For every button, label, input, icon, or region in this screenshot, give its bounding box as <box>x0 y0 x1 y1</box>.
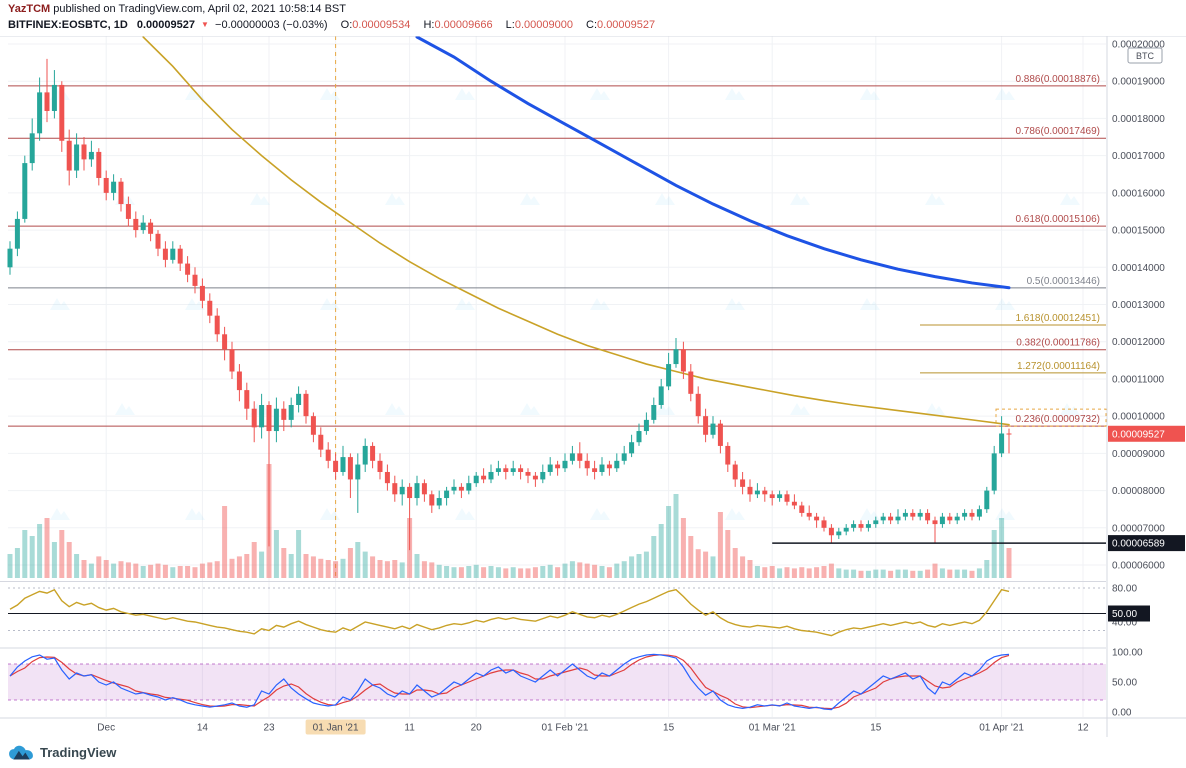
brand-name: TradingView <box>40 745 117 760</box>
publisher-name[interactable]: YazTCM <box>8 3 51 15</box>
published-suffix: published on TradingView.com, April 02, … <box>50 3 346 15</box>
pane-separators <box>0 35 1186 737</box>
svg-text:0.00010000: 0.00010000 <box>1112 412 1165 423</box>
publish-info-line: YazTCM published on TradingView.com, Apr… <box>8 3 346 15</box>
svg-text:0.618(0.00015106): 0.618(0.00015106) <box>1015 214 1100 225</box>
time-axis[interactable]: Dec 14 23 01 Jan '21 11 20 01 Feb '21 15 01 Mar … <box>97 719 1089 735</box>
svg-text:0.00009527: 0.00009527 <box>1112 429 1165 440</box>
gridlines <box>8 36 1106 717</box>
svg-text:0.00013000: 0.00013000 <box>1112 300 1165 311</box>
symbol-line: BITFINEX:EOSBTC, 1D 0.00009527 ▼ −0.0000… <box>8 19 655 31</box>
svg-text:0.5(0.00013446): 0.5(0.00013446) <box>1027 276 1100 287</box>
svg-text:14: 14 <box>197 723 209 734</box>
svg-text:01 Mar '21: 01 Mar '21 <box>749 723 796 734</box>
svg-text:15: 15 <box>663 723 675 734</box>
price-axis[interactable]: 0.00020000 0.00019000 0.00018000 0.00017000… <box>1108 40 1185 719</box>
tradingview-logo[interactable]: TradingView <box>8 744 116 762</box>
svg-text:0.00020000: 0.00020000 <box>1112 40 1165 51</box>
last-price: 0.00009527 <box>136 19 195 31</box>
ma-yellow-line <box>142 36 1010 426</box>
svg-text:50.00: 50.00 <box>1112 678 1137 689</box>
svg-text:40.00: 40.00 <box>1112 618 1137 629</box>
svg-text:0.00007000: 0.00007000 <box>1112 523 1165 534</box>
ohlc-close: C:0.00009527 <box>586 19 655 31</box>
close-value: 0.00009527 <box>597 19 656 31</box>
svg-text:0.00019000: 0.00019000 <box>1112 77 1165 88</box>
footer: TradingView <box>0 737 1186 768</box>
open-value: 0.00009534 <box>352 19 411 31</box>
svg-text:20: 20 <box>471 723 483 734</box>
svg-text:01 Apr '21: 01 Apr '21 <box>979 723 1024 734</box>
low-value: 0.00009000 <box>514 19 573 31</box>
price-change: −0.00000003 (−0.03%) <box>215 19 328 31</box>
svg-text:0.00014000: 0.00014000 <box>1112 263 1165 274</box>
svg-text:0.00006589: 0.00006589 <box>1112 539 1165 550</box>
fib-retracement[interactable]: 0.886(0.00018876) 0.786(0.00017469) 0.618(… <box>8 74 1107 427</box>
svg-text:01 Jan '21: 01 Jan '21 <box>313 723 359 734</box>
close-label: C: <box>586 19 598 31</box>
high-value: 0.00009666 <box>434 19 493 31</box>
tradingview-cloud-icon <box>9 745 33 759</box>
svg-text:0.00016000: 0.00016000 <box>1112 188 1165 199</box>
ohlc-open: O:0.00009534 <box>341 19 411 31</box>
svg-text:BTC: BTC <box>1136 51 1155 61</box>
svg-text:0.00012000: 0.00012000 <box>1112 337 1165 348</box>
svg-text:80.00: 80.00 <box>1112 584 1137 595</box>
high-label: H: <box>423 19 435 31</box>
svg-text:0.00018000: 0.00018000 <box>1112 114 1165 125</box>
svg-text:0.00011000: 0.00011000 <box>1112 374 1165 385</box>
rsi-pane <box>8 587 1106 637</box>
low-label: L: <box>505 19 515 31</box>
price-down-arrow-icon: ▼ <box>201 20 209 29</box>
symbol-title[interactable]: BITFINEX:EOSBTC, 1D <box>8 19 128 31</box>
svg-text:23: 23 <box>263 723 275 734</box>
svg-text:0.00015000: 0.00015000 <box>1112 226 1165 237</box>
stoch-pane <box>8 653 1106 711</box>
svg-text:0.382(0.00011786): 0.382(0.00011786) <box>1016 338 1100 349</box>
svg-text:50.00: 50.00 <box>1112 609 1137 620</box>
svg-text:1.618(0.00012451): 1.618(0.00012451) <box>1015 313 1100 324</box>
ma-blue-line <box>415 35 1011 290</box>
svg-text:12: 12 <box>1077 723 1089 734</box>
svg-text:0.786(0.00017469): 0.786(0.00017469) <box>1015 126 1100 137</box>
svg-text:1.272(0.00011164): 1.272(0.00011164) <box>1017 361 1100 372</box>
svg-text:0.886(0.00018876): 0.886(0.00018876) <box>1015 74 1100 85</box>
svg-text:0.00006000: 0.00006000 <box>1112 561 1165 572</box>
volume-bars <box>7 464 1012 578</box>
ohlc-low: L:0.00009000 <box>506 19 573 31</box>
svg-text:0.00: 0.00 <box>1112 708 1132 719</box>
open-label: O: <box>340 19 353 31</box>
candlesticks <box>7 58 1012 551</box>
svg-text:01 Feb '21: 01 Feb '21 <box>542 723 589 734</box>
svg-text:100.00: 100.00 <box>1112 648 1143 659</box>
svg-text:15: 15 <box>870 723 882 734</box>
svg-text:0.00008000: 0.00008000 <box>1112 486 1165 497</box>
svg-text:11: 11 <box>404 723 415 734</box>
svg-text:0.236(0.00009732): 0.236(0.00009732) <box>1015 414 1100 425</box>
chart-header: YazTCM published on TradingView.com, Apr… <box>0 0 1186 36</box>
svg-text:Dec: Dec <box>97 723 115 734</box>
svg-text:0.00009000: 0.00009000 <box>1112 449 1165 460</box>
svg-text:0.00017000: 0.00017000 <box>1112 151 1165 162</box>
ohlc-high: H:0.00009666 <box>423 19 492 31</box>
